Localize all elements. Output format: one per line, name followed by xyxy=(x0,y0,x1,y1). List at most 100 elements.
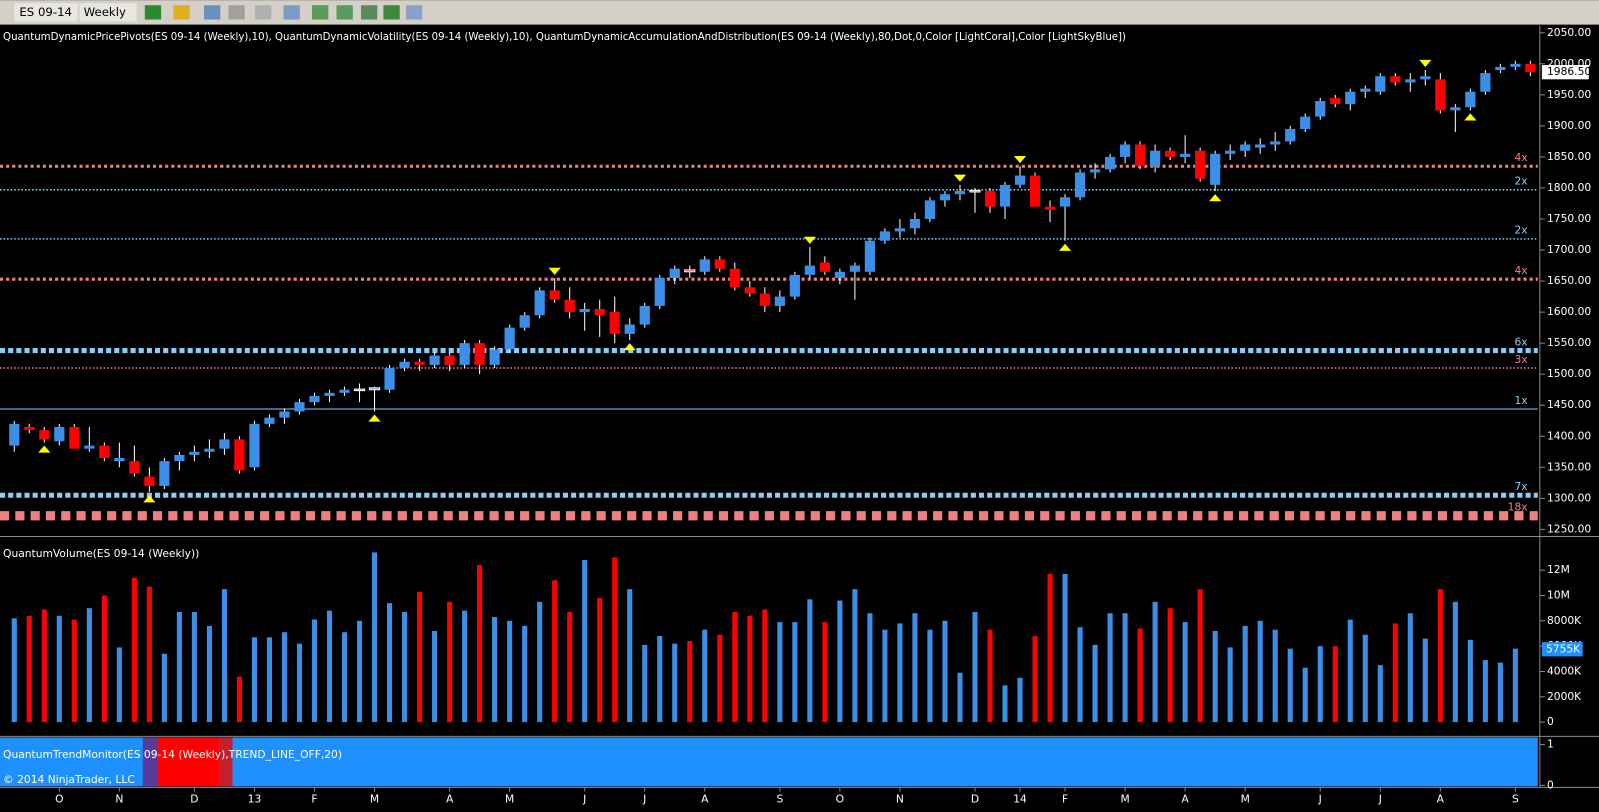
zoom-icon[interactable] xyxy=(203,5,221,20)
candle-body xyxy=(804,265,815,275)
volume-bar xyxy=(807,599,813,723)
trend-label: QuantumTrendMonitor(ES 09-14 (Weekly),TR… xyxy=(3,748,342,761)
volume-bar xyxy=(852,589,858,723)
volume-bar xyxy=(732,611,738,723)
volume-bar xyxy=(867,613,873,723)
candle-body xyxy=(909,218,921,229)
pivot-label: 2x xyxy=(1514,175,1527,188)
volume-bar xyxy=(326,610,333,723)
pivot-marker xyxy=(1209,194,1222,202)
volume-bar xyxy=(146,586,152,723)
candle-body xyxy=(744,287,755,294)
candle-body xyxy=(1059,197,1071,207)
volume-bar xyxy=(176,611,182,723)
volume-bar xyxy=(447,601,453,723)
candle-body xyxy=(294,402,305,412)
candle-body xyxy=(459,343,470,365)
interval-dropdown[interactable] xyxy=(79,3,137,22)
y-tick-label: 2050.00 xyxy=(1547,26,1591,39)
volume-bar xyxy=(1392,623,1398,723)
draw-icon[interactable] xyxy=(173,5,190,20)
candle-body xyxy=(429,355,440,365)
candle-body xyxy=(624,324,635,334)
bars-icon[interactable] xyxy=(144,5,162,20)
indicator-icon[interactable] xyxy=(312,5,329,20)
x-tick-label: M xyxy=(370,793,379,806)
volume-bar xyxy=(417,591,423,723)
candle-body xyxy=(1315,101,1326,117)
y-tick-label: 1450.00 xyxy=(1547,398,1591,411)
volume-bar xyxy=(717,634,723,723)
strategy-icon[interactable] xyxy=(336,5,353,20)
candle-body xyxy=(549,290,560,300)
volume-bar xyxy=(1302,667,1308,723)
x-tick-label: S xyxy=(1512,793,1519,806)
candle-body xyxy=(399,361,410,368)
candle-body xyxy=(564,299,575,313)
copyright: © 2014 NinjaTrader, LLC xyxy=(3,773,135,786)
volume-bar xyxy=(1512,648,1518,723)
candle-body xyxy=(954,191,966,195)
volume-bar xyxy=(657,636,663,723)
candle-body xyxy=(519,315,530,328)
x-tick-label: M xyxy=(505,793,514,806)
tool-icon[interactable] xyxy=(228,5,245,20)
volume-bar xyxy=(912,613,918,723)
volume-bar xyxy=(777,622,783,723)
candle-body xyxy=(1029,175,1041,207)
cursor-icon[interactable] xyxy=(254,5,272,20)
volume-bar xyxy=(1362,634,1368,723)
candle-body xyxy=(264,417,275,424)
candle-body xyxy=(204,448,215,452)
candle-body xyxy=(1285,128,1296,142)
candle-body xyxy=(234,439,245,471)
pivot-marker xyxy=(368,414,381,422)
candle-body xyxy=(99,445,110,459)
volume-bar xyxy=(1167,608,1173,723)
candle-body xyxy=(219,439,230,449)
x-tick-label: O xyxy=(55,793,63,806)
chart-icon[interactable] xyxy=(360,5,378,20)
volume-bar xyxy=(1317,646,1323,723)
properties-icon[interactable] xyxy=(405,5,423,20)
candle-body xyxy=(1044,206,1056,210)
candle-body xyxy=(639,305,650,325)
volume-bar xyxy=(86,608,92,723)
candle-body xyxy=(1089,169,1101,173)
data-box-icon[interactable] xyxy=(283,5,300,20)
volume-bar xyxy=(221,589,227,723)
symbol-dropdown[interactable] xyxy=(14,3,78,22)
volume-bar xyxy=(266,637,273,723)
candle-body xyxy=(699,259,710,272)
volume-bar xyxy=(1497,662,1503,723)
money-icon[interactable] xyxy=(383,5,400,20)
candle-body xyxy=(1390,76,1401,83)
volume-bar xyxy=(1257,620,1263,723)
y-tick-label: 1250.00 xyxy=(1547,522,1591,535)
volume-bar xyxy=(987,629,993,723)
x-tick-label: A xyxy=(701,793,709,806)
y-tick-label: 2000K xyxy=(1547,690,1582,703)
candle-body xyxy=(1225,150,1236,154)
x-tick-label: A xyxy=(446,793,454,806)
x-tick-label: A xyxy=(1181,793,1189,806)
x-tick-label: N xyxy=(115,793,123,806)
y-tick-label: 1900.00 xyxy=(1547,119,1591,132)
pivot-label: 1x xyxy=(1514,394,1527,407)
trend-transition xyxy=(219,737,233,787)
x-tick-label: N xyxy=(896,793,904,806)
volume-bar xyxy=(71,619,77,723)
volume-bar xyxy=(341,632,348,723)
volume-bar xyxy=(311,619,318,723)
candle-body xyxy=(879,231,891,241)
x-tick-label: M xyxy=(1241,793,1250,806)
candle-body xyxy=(939,194,951,201)
pivot-marker xyxy=(1013,156,1027,164)
volume-bar xyxy=(462,610,468,723)
candle-body xyxy=(339,389,350,393)
candle-body xyxy=(774,296,785,306)
volume-bar xyxy=(972,611,978,723)
y-tick-label: 10M xyxy=(1547,589,1570,602)
y-tick-label: 0 xyxy=(1547,715,1554,728)
